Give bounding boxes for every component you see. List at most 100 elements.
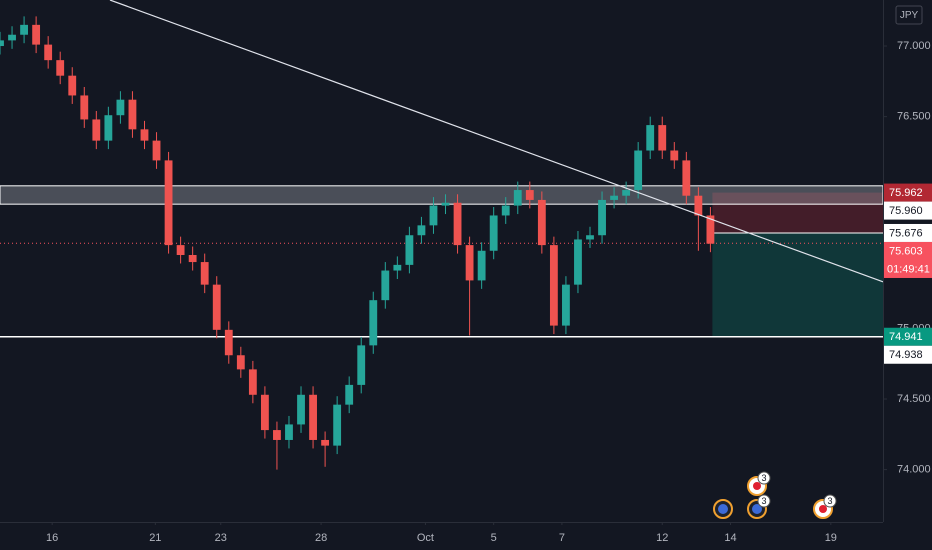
- badge: [757, 494, 771, 508]
- candle-body: [381, 270, 390, 301]
- candle-body: [80, 95, 89, 120]
- price-label: 75.676: [889, 227, 923, 239]
- candle-body: [321, 439, 330, 446]
- badge-count: 3: [761, 473, 766, 483]
- candle-body: [0, 40, 4, 47]
- price-label: 75.960: [889, 205, 923, 217]
- candle-body: [8, 34, 16, 41]
- candle-body: [357, 345, 366, 385]
- badge-count: 3: [827, 496, 832, 506]
- candle-body: [501, 205, 510, 216]
- y-tick-label: 76.500: [897, 111, 931, 123]
- x-tick-label: Oct: [417, 532, 434, 544]
- x-tick-label: 16: [46, 532, 58, 544]
- x-tick-label: 7: [559, 532, 565, 544]
- candle-body: [200, 262, 209, 285]
- trendline: [109, 0, 884, 283]
- candle-body: [610, 195, 618, 200]
- candle-body: [309, 394, 317, 440]
- badge: [823, 494, 837, 508]
- price-label: 74.938: [889, 349, 923, 361]
- candle-body: [682, 160, 691, 196]
- countdown: 01:49:41: [887, 263, 930, 275]
- candle-body: [646, 125, 655, 151]
- candle-body: [164, 160, 173, 246]
- candle-body: [32, 24, 41, 45]
- candle-body: [658, 125, 667, 151]
- price-label-box: [884, 201, 932, 220]
- candle-body: [152, 140, 161, 161]
- x-tick-label: 14: [724, 532, 736, 544]
- x-tick-label: 5: [491, 532, 497, 544]
- candle-body: [622, 190, 631, 196]
- candle-body: [236, 355, 245, 370]
- candle-body: [68, 75, 77, 96]
- event-flag: [752, 504, 762, 514]
- candle-body: [128, 99, 137, 130]
- event-flag: [753, 482, 761, 490]
- candle-body: [140, 129, 149, 141]
- price-label: 74.941: [889, 331, 923, 343]
- candle-body: [212, 284, 221, 330]
- candle-body: [441, 202, 450, 206]
- x-tick-label: 19: [825, 532, 837, 544]
- resistance-zone: [0, 185, 884, 205]
- candle-body: [405, 235, 414, 265]
- price-label: 75.603: [889, 245, 923, 257]
- candle-body: [56, 60, 65, 76]
- candle-body: [525, 190, 534, 200]
- candle-body: [104, 115, 113, 141]
- currency-box: [895, 5, 923, 25]
- candle-body: [574, 239, 582, 285]
- candle-body: [513, 190, 522, 206]
- event-flag: [718, 504, 728, 514]
- price-label-box: [884, 345, 932, 364]
- candle-body: [706, 215, 715, 244]
- candle-body: [634, 150, 643, 191]
- candle-body: [285, 424, 293, 440]
- candle-body: [20, 24, 28, 35]
- y-tick-label: 77.000: [897, 40, 931, 52]
- candle-body: [537, 199, 546, 246]
- candle-body: [188, 254, 197, 263]
- event-flag: [819, 505, 827, 513]
- candle-body: [393, 264, 402, 271]
- candle-body: [562, 284, 570, 326]
- candle-body: [369, 300, 378, 346]
- candle-body: [44, 44, 53, 61]
- candle-body: [260, 394, 269, 431]
- event-icons: 3 3 3: [713, 471, 837, 519]
- candle-body: [333, 404, 342, 446]
- x-tick-label: 21: [149, 532, 161, 544]
- candle-body: [273, 430, 281, 440]
- x-tick-label: 28: [315, 532, 327, 544]
- candle-body: [429, 205, 438, 226]
- candle-body: [489, 215, 498, 251]
- price-label-box: [884, 241, 932, 278]
- target-zone: [712, 232, 883, 338]
- price-label-box: [884, 183, 932, 202]
- candle-body: [670, 150, 679, 161]
- currency: JPY: [900, 10, 919, 21]
- candle-body: [345, 384, 354, 405]
- badge: [757, 471, 771, 485]
- candle-body: [92, 119, 101, 141]
- price-label: 75.962: [889, 187, 923, 199]
- x-tick-label: 12: [656, 532, 668, 544]
- candle-body: [297, 394, 305, 425]
- candle-body: [116, 99, 125, 116]
- stop-zone: [712, 192, 883, 233]
- plot-area: [0, 0, 884, 470]
- y-tick-label: 74.500: [897, 393, 931, 405]
- candle-body: [224, 329, 233, 356]
- candle-body: [465, 245, 474, 281]
- y-tick-label: 74.000: [897, 464, 931, 476]
- candle-body: [598, 199, 606, 236]
- candle-body: [417, 225, 426, 236]
- candle-body: [586, 235, 594, 240]
- price-label-box: [884, 327, 932, 346]
- candle-body: [176, 245, 185, 255]
- candle-body: [453, 202, 462, 246]
- candle-body: [248, 369, 257, 395]
